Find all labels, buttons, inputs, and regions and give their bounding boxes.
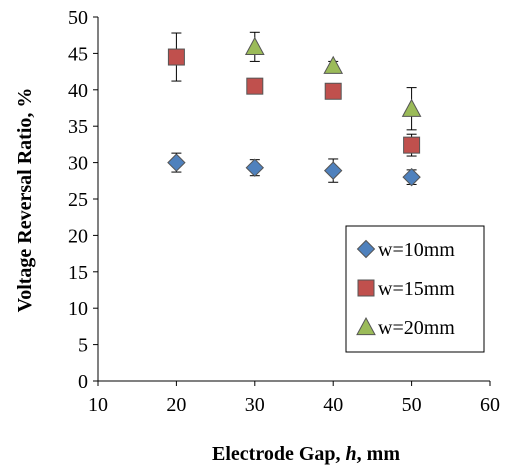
x-tick-label: 30 <box>245 394 265 416</box>
y-tick-label: 35 <box>68 116 88 138</box>
data-point <box>401 98 422 117</box>
y-tick-label: 0 <box>78 371 88 393</box>
x-tick-label: 10 <box>88 394 108 416</box>
y-tick-label: 40 <box>68 80 88 102</box>
data-point <box>403 136 421 154</box>
data-point <box>402 167 421 187</box>
y-tick-label: 45 <box>68 43 88 65</box>
tick-labels: 0 5 10 15 20 25 30 35 40 45 50 10 20 30 40 50 60 <box>68 7 500 416</box>
y-tick-label: 10 <box>68 298 88 320</box>
data-points <box>167 36 422 187</box>
data-point <box>167 153 186 172</box>
x-axis-title: Electrode Gap, h, mm <box>212 443 400 465</box>
legend-marker <box>356 316 376 336</box>
legend-marker <box>356 239 376 259</box>
data-point <box>323 161 343 180</box>
x-tick-label: 60 <box>480 394 500 416</box>
y-tick-label: 20 <box>68 225 88 247</box>
legend-label: w=10mm <box>378 239 455 261</box>
data-point <box>246 77 264 95</box>
data-point <box>323 55 344 74</box>
error-bars <box>171 31 417 185</box>
legend-label: w=20mm <box>378 317 455 339</box>
data-point <box>244 36 265 55</box>
data-point <box>167 48 185 66</box>
legend-marker <box>357 279 375 297</box>
y-tick-label: 15 <box>68 262 88 284</box>
y-tick-label: 30 <box>68 153 88 175</box>
y-tick-label: 25 <box>68 189 88 211</box>
axes <box>93 16 491 386</box>
y-axis-title: Voltage Reversal Ratio, % <box>14 88 36 313</box>
legend: w=10mm w=15mm w=20mm <box>345 225 485 353</box>
data-point <box>324 82 342 100</box>
legend-label: w=15mm <box>378 278 455 300</box>
data-point <box>245 158 265 177</box>
x-tick-label: 20 <box>166 394 186 416</box>
x-tick-label: 40 <box>323 394 343 416</box>
y-tick-label: 5 <box>78 335 88 357</box>
x-tick-label: 50 <box>402 394 422 416</box>
y-tick-label: 50 <box>68 7 88 29</box>
